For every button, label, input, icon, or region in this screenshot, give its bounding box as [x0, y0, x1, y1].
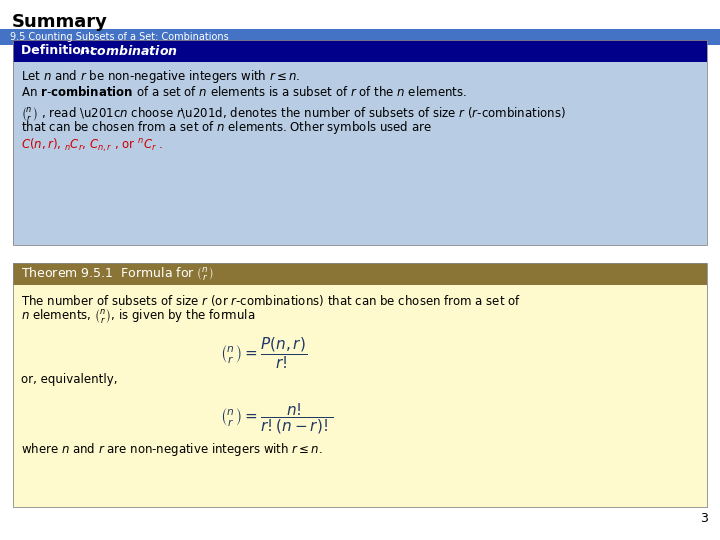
Text: 9.5 Counting Subsets of a Set: Combinations: 9.5 Counting Subsets of a Set: Combinati…: [10, 32, 229, 42]
Text: $C(n, r)$, $_nC_r$, $C_{n,r}$ , or $^nC_r$ .: $C(n, r)$, $_nC_r$, $C_{n,r}$ , or $^nC_…: [21, 137, 163, 154]
Text: Theorem 9.5.1  Formula for $\binom{n}{r}$: Theorem 9.5.1 Formula for $\binom{n}{r}$: [21, 265, 214, 283]
Text: The number of subsets of size $r$ (or $r$-combinations) that can be chosen from : The number of subsets of size $r$ (or $r…: [21, 293, 521, 308]
Text: An $\mathbf{r}$-$\mathbf{combination}$ of a set of $n$ elements is a subset of $: An $\mathbf{r}$-$\mathbf{combination}$ o…: [21, 85, 467, 99]
Text: $\binom{n}{r} = \dfrac{P(n,r)}{r!}$: $\binom{n}{r} = \dfrac{P(n,r)}{r!}$: [220, 335, 307, 371]
Text: Definition:: Definition:: [21, 44, 99, 57]
Text: $n$ elements, $\binom{n}{r}$, is given by the formula: $n$ elements, $\binom{n}{r}$, is given b…: [21, 307, 256, 325]
Bar: [13, 40, 707, 245]
Bar: [13, 263, 707, 507]
Text: or, equivalently,: or, equivalently,: [21, 373, 117, 386]
Bar: [13, 263, 707, 285]
Text: that can be chosen from a set of $n$ elements. Other symbols used are: that can be chosen from a set of $n$ ele…: [21, 119, 432, 136]
Text: $\binom{n}{r}$ , read \u201c$n$ choose $r$\u201d, denotes the number of subsets : $\binom{n}{r}$ , read \u201c$n$ choose $…: [21, 105, 566, 123]
Text: Let $n$ and $r$ be non-negative integers with $r \leq n$.: Let $n$ and $r$ be non-negative integers…: [21, 68, 300, 85]
Text: 3: 3: [700, 512, 708, 525]
Bar: [13, 40, 707, 62]
Bar: [13, 285, 707, 507]
Text: $r$-combination: $r$-combination: [79, 44, 178, 58]
Text: where $n$ and $r$ are non-negative integers with $r \leq n$.: where $n$ and $r$ are non-negative integ…: [21, 441, 323, 458]
Bar: [0, 29, 720, 45]
Text: Summary: Summary: [12, 13, 108, 31]
Bar: [13, 62, 707, 245]
Text: $\binom{n}{r} = \dfrac{n!}{r!(n-r)!}$: $\binom{n}{r} = \dfrac{n!}{r!(n-r)!}$: [220, 401, 333, 436]
